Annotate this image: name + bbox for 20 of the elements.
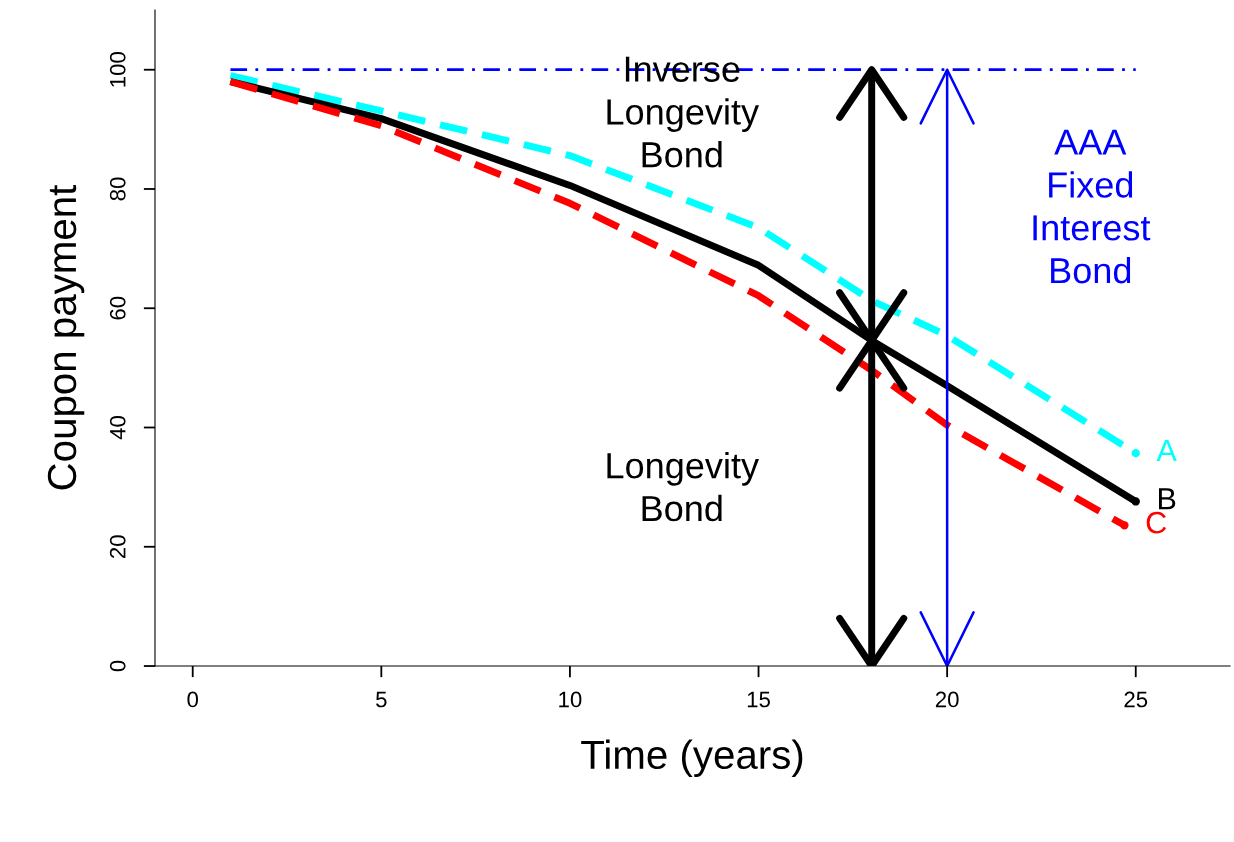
x-tick-label: 15 <box>747 691 770 708</box>
x-tick-label: 10 <box>559 691 582 708</box>
y-tick-label: 20 <box>109 535 126 558</box>
y-tick-label: 100 <box>109 52 126 87</box>
annotation: Longevity Bond <box>607 451 759 522</box>
x-tick-label: 0 <box>187 691 199 708</box>
y-tick-label: 0 <box>109 660 126 672</box>
x-tick-label: 20 <box>935 691 959 708</box>
series-label: B <box>1159 488 1176 510</box>
y-axis-title: Coupon payment <box>47 184 85 490</box>
y-tick-label: 40 <box>109 416 126 440</box>
x-tick-label: 5 <box>376 691 387 708</box>
annotation: AAA Fixed Interest Bond <box>1033 129 1151 284</box>
x-tick-label: 25 <box>1124 691 1148 708</box>
series-label: A <box>1156 440 1177 462</box>
series-label: C <box>1146 511 1167 534</box>
x-axis-title: Time (years) <box>581 739 803 778</box>
annotation: Inverse Longevity Bond <box>607 56 759 168</box>
y-tick-label: 80 <box>109 177 126 201</box>
y-tick-label: 60 <box>109 296 126 320</box>
